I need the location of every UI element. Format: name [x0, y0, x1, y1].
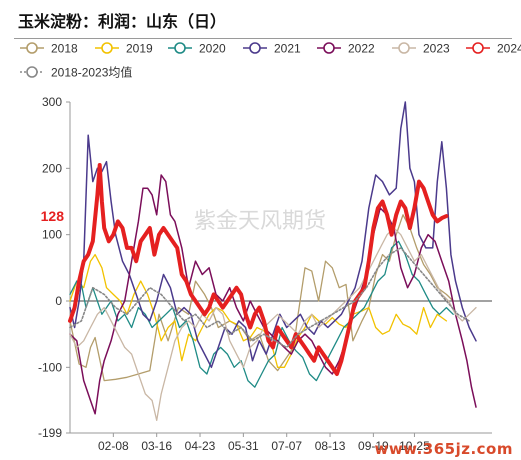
- legend-marker: [101, 42, 113, 54]
- series-line-2019: [69, 253, 448, 368]
- series-line-2021: [69, 101, 477, 369]
- x-tick-label: 10-25: [399, 439, 430, 453]
- site-watermark: www.365jz.com: [374, 440, 513, 458]
- y-tick-label: 100: [42, 228, 62, 242]
- series-line-2024: [68, 163, 449, 376]
- x-tick-label: 03-16: [141, 439, 172, 453]
- x-tick-label: 08-13: [315, 439, 346, 453]
- legend-marker: [26, 66, 38, 78]
- x-tick-label: 09-19: [358, 439, 389, 453]
- x-tick-label: 05-31: [228, 439, 259, 453]
- legend-marker: [323, 42, 335, 54]
- y-tick-label: 300: [42, 95, 62, 109]
- x-tick-label: 02-08: [98, 439, 129, 453]
- y-tick-label: 0: [55, 294, 62, 308]
- legend-marker: [398, 42, 410, 54]
- legend-label: 2018-2023均值: [51, 65, 132, 80]
- series-line-2018-2023均值: [69, 247, 470, 349]
- legend-label: 2019: [126, 42, 153, 56]
- series-line-2023: [69, 227, 477, 422]
- latest-value-label: 128: [41, 208, 65, 224]
- legend-label: 2024: [497, 42, 521, 56]
- title-divider: [14, 38, 512, 39]
- y-tick-label: 200: [42, 161, 62, 175]
- legend-label: 2021: [274, 42, 301, 56]
- series-line-2020: [69, 240, 454, 388]
- y-tick-label: -100: [38, 360, 62, 374]
- legend-label: 2018: [51, 42, 78, 56]
- legend-label: 2020: [199, 42, 226, 56]
- legend-marker: [249, 42, 261, 54]
- legend-marker: [174, 42, 186, 54]
- x-tick-label: 04-23: [185, 439, 216, 453]
- legend-marker: [472, 42, 484, 54]
- chart-watermark: 紫金天风期货: [194, 209, 326, 234]
- y-tick-label: -199: [38, 426, 62, 440]
- legend-marker: [26, 42, 38, 54]
- x-tick-label: 07-07: [271, 439, 302, 453]
- chart-title: 玉米淀粉：利润：山东（日）: [18, 12, 227, 31]
- legend-label: 2023: [423, 42, 450, 56]
- legend-label: 2022: [348, 42, 375, 56]
